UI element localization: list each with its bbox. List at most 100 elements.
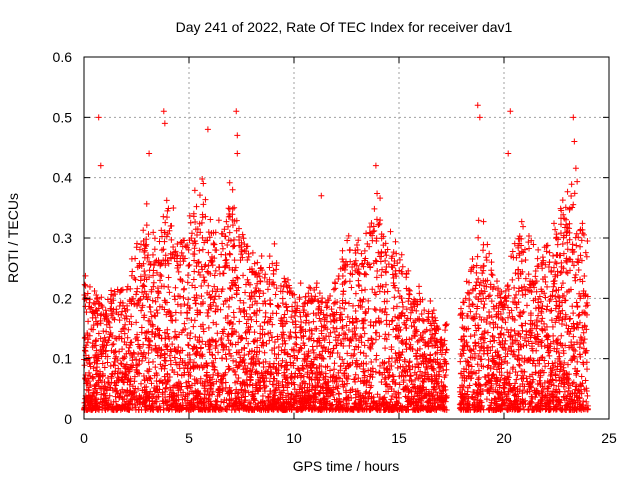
data-point — [153, 394, 160, 401]
data-point — [560, 383, 567, 390]
data-point — [256, 360, 263, 367]
data-point — [233, 274, 240, 281]
data-point — [86, 384, 93, 391]
data-point — [281, 275, 288, 282]
data-point — [341, 370, 348, 377]
data-point — [101, 334, 108, 341]
data-point — [172, 328, 179, 335]
data-point — [245, 405, 252, 412]
data-point — [194, 232, 201, 239]
data-point — [306, 284, 313, 291]
data-point — [268, 347, 275, 354]
data-point — [541, 357, 548, 364]
data-point — [404, 368, 411, 375]
data-point — [193, 389, 200, 396]
data-point — [319, 295, 326, 302]
data-point — [552, 259, 559, 266]
data-point — [108, 406, 115, 413]
data-point — [559, 316, 566, 323]
data-point — [506, 380, 513, 387]
data-point — [93, 318, 100, 325]
data-point — [193, 292, 200, 299]
data-point — [142, 272, 149, 279]
data-point — [202, 213, 209, 220]
data-point — [389, 317, 396, 324]
data-point — [352, 315, 359, 322]
data-point — [578, 237, 585, 244]
data-point — [472, 342, 479, 349]
data-point — [270, 400, 277, 407]
data-point — [543, 323, 550, 330]
data-point — [474, 361, 481, 368]
data-point — [525, 239, 532, 246]
data-point — [583, 398, 590, 405]
data-point — [247, 313, 254, 320]
data-point — [300, 365, 307, 372]
data-point — [245, 340, 252, 347]
data-point — [555, 314, 562, 321]
data-point — [344, 314, 351, 321]
data-point — [580, 287, 587, 294]
data-point — [549, 377, 556, 384]
data-point — [472, 322, 479, 329]
data-point — [245, 389, 252, 396]
data-point — [429, 314, 436, 321]
data-point — [240, 299, 247, 306]
data-point — [248, 265, 255, 272]
data-point — [116, 394, 123, 401]
data-point — [405, 286, 412, 293]
data-point — [515, 352, 522, 359]
data-point — [176, 293, 183, 300]
data-point — [214, 286, 221, 293]
data-point — [310, 318, 317, 325]
data-point — [261, 298, 268, 305]
data-point — [553, 393, 560, 400]
data-point — [319, 354, 326, 361]
data-point — [474, 253, 481, 260]
data-point — [521, 246, 528, 253]
data-point — [124, 334, 131, 341]
data-point — [505, 345, 512, 352]
data-point — [570, 379, 577, 386]
data-point — [520, 375, 527, 382]
data-point — [306, 326, 313, 333]
data-point — [159, 304, 166, 311]
data-point — [361, 342, 368, 349]
data-point — [375, 221, 382, 228]
data-point — [533, 288, 540, 295]
data-point — [279, 300, 286, 307]
data-point — [373, 274, 380, 281]
data-point — [389, 392, 396, 399]
data-point — [473, 400, 480, 407]
data-point — [494, 378, 501, 385]
data-point — [254, 259, 261, 266]
data-point — [298, 318, 305, 325]
data-point — [223, 218, 230, 225]
data-point — [171, 400, 178, 407]
data-point — [298, 406, 305, 413]
data-point — [392, 381, 399, 388]
data-point — [261, 382, 268, 389]
data-point — [140, 351, 147, 358]
data-point — [213, 342, 220, 349]
data-point — [284, 384, 291, 391]
data-point — [505, 292, 512, 299]
data-point — [573, 394, 580, 401]
data-point — [93, 389, 100, 396]
data-point — [260, 290, 267, 297]
data-point — [281, 349, 288, 356]
data-point — [192, 387, 199, 394]
data-point — [192, 333, 199, 340]
data-point — [420, 336, 427, 343]
data-point — [352, 267, 359, 274]
data-point — [414, 338, 421, 345]
data-point — [567, 286, 574, 293]
data-point — [560, 265, 567, 272]
data-point — [470, 314, 477, 321]
data-point — [344, 350, 351, 357]
data-point — [427, 327, 434, 334]
data-point — [119, 405, 126, 412]
data-point — [477, 383, 484, 390]
data-point — [392, 325, 399, 332]
data-point — [376, 220, 383, 227]
